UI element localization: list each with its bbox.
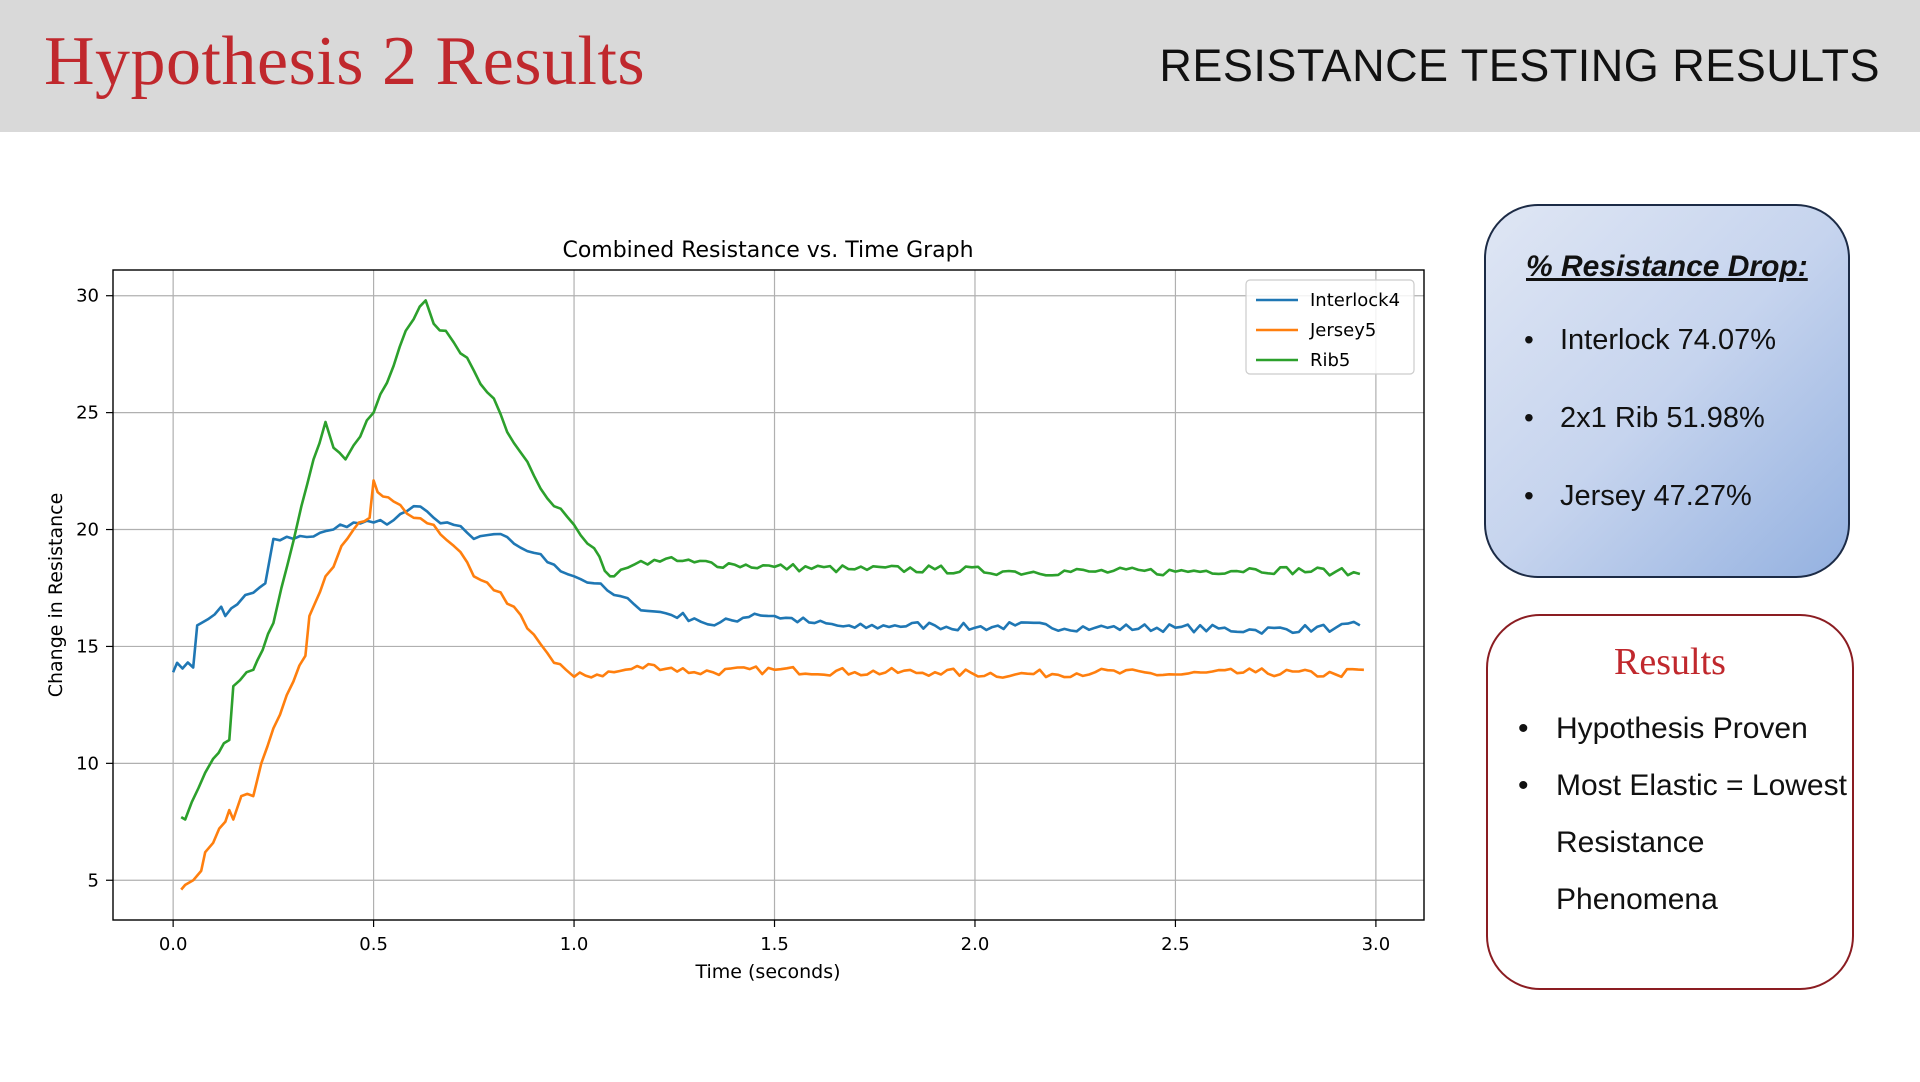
list-item: 2x1 Rib 51.98% [1524,402,1776,480]
legend-label: Rib5 [1310,350,1350,371]
plot-frame [112,269,1425,921]
header-bar: Hypothesis 2 Results RESISTANCE TESTING … [0,0,1920,132]
x-tick-label: 0.5 [359,934,388,955]
resistance-drop-heading: % Resistance Drop: [1526,250,1808,283]
x-tick-label: 3.0 [1362,934,1391,955]
y-tick-label: 20 [76,520,99,541]
legend-box [1245,279,1415,375]
legend-label: Jersey5 [1309,320,1376,341]
y-tick-label: 5 [88,870,99,891]
series-line-interlock4 [171,504,1361,673]
y-tick-label: 10 [76,753,99,774]
chart-title: Combined Resistance vs. Time Graph [562,238,973,263]
resistance-chart: Combined Resistance vs. Time Graph Time … [45,238,1425,983]
grid-layer [113,270,1424,920]
y-tick-label: 15 [76,636,99,657]
slide-subtitle: RESISTANCE TESTING RESULTS [1159,40,1880,91]
resistance-drop-list: Interlock 74.07% 2x1 Rib 51.98% Jersey 4… [1524,324,1776,558]
series-layer [171,299,1364,891]
x-tick-label: 2.5 [1161,934,1190,955]
series-line-rib5 [180,299,1361,821]
list-item: Hypothesis Proven [1518,700,1856,757]
tick-layer: 0.0 0.5 1.0 1.5 2.0 2.5 3.0 5 10 15 20 25 30 [76,286,1390,955]
x-tick-label: 2.0 [961,934,990,955]
y-tick-label: 30 [76,286,99,307]
x-axis-label: Time (seconds) [694,961,840,983]
list-item: Interlock 74.07% [1524,324,1776,402]
series-line-jersey5 [180,479,1364,891]
x-tick-label: 1.5 [760,934,789,955]
list-item: Jersey 47.27% [1524,480,1776,558]
resistance-drop-card: % Resistance Drop: Interlock 74.07% 2x1 … [1484,204,1850,578]
slide-title: Hypothesis 2 Results [44,23,646,100]
legend-label: Interlock4 [1310,290,1400,311]
results-list: Hypothesis Proven Most Elastic = Lowest … [1518,700,1856,928]
list-item: Most Elastic = Lowest Resistance Phenome… [1518,757,1856,928]
x-tick-label: 1.0 [560,934,589,955]
chart-legend: Interlock4 Jersey5 Rib5 [1245,279,1415,375]
results-card: Results Hypothesis Proven Most Elastic =… [1486,614,1854,990]
y-tick-label: 25 [76,403,99,424]
x-tick-label: 0.0 [159,934,188,955]
results-heading: Results [1614,641,1726,683]
y-axis-label: Change in Resistance [45,493,67,698]
chart-area: Combined Resistance vs. Time Graph Time … [0,210,1440,1010]
